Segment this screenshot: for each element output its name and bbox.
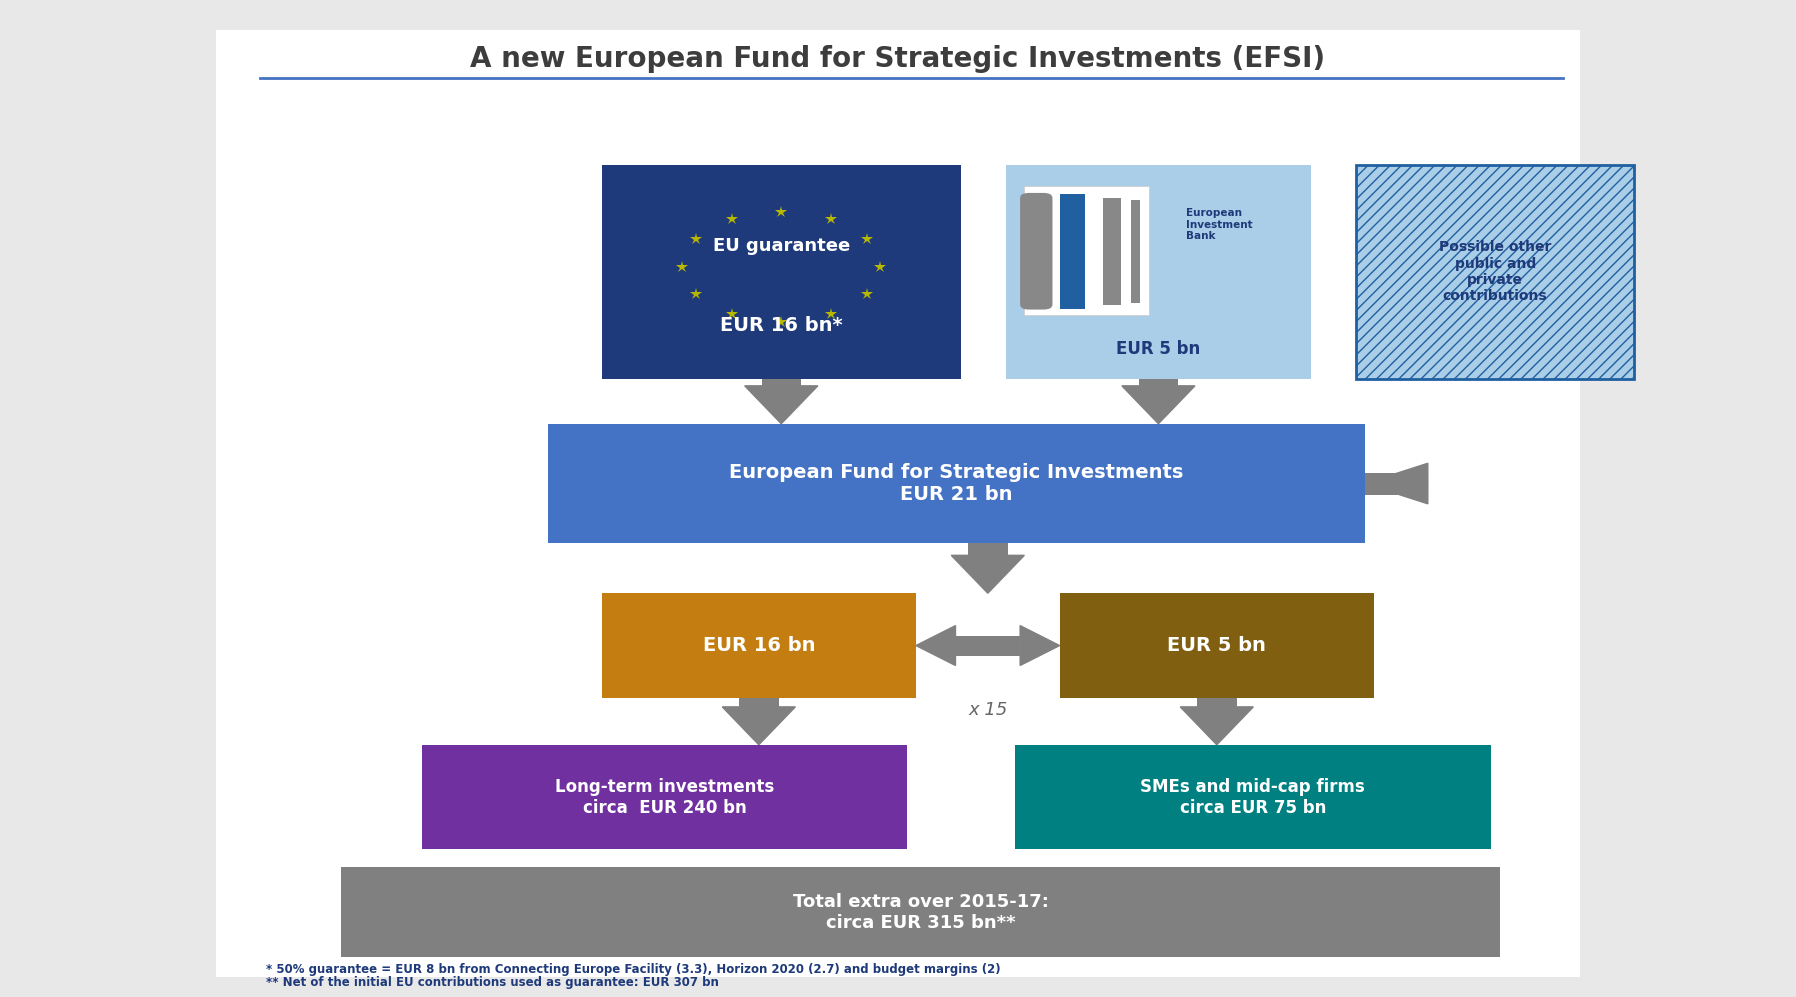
Bar — [1060, 194, 1085, 309]
Polygon shape — [1020, 626, 1060, 666]
Bar — [1015, 745, 1491, 849]
Bar — [602, 165, 961, 379]
Bar — [602, 593, 916, 698]
Text: Long-term investments
circa  EUR 240 bn: Long-term investments circa EUR 240 bn — [555, 778, 774, 817]
Bar — [341, 867, 1500, 957]
Text: EUR 5 bn: EUR 5 bn — [1117, 340, 1200, 358]
Polygon shape — [1365, 464, 1428, 503]
Bar — [968, 543, 1008, 555]
Text: EUR 5 bn: EUR 5 bn — [1167, 636, 1266, 655]
Text: A new European Fund for Strategic Investments (EFSI): A new European Fund for Strategic Invest… — [471, 45, 1325, 73]
Bar — [1356, 165, 1634, 379]
Polygon shape — [1122, 386, 1194, 424]
FancyBboxPatch shape — [1020, 193, 1052, 310]
Bar — [1356, 473, 1428, 495]
Bar — [422, 745, 907, 849]
Bar — [1060, 593, 1374, 698]
Bar — [762, 379, 801, 386]
Text: EUR 16 bn: EUR 16 bn — [702, 636, 815, 655]
Bar — [1139, 379, 1178, 386]
Polygon shape — [916, 626, 955, 666]
Bar — [955, 636, 1020, 656]
Text: SMEs and mid-cap firms
circa EUR 75 bn: SMEs and mid-cap firms circa EUR 75 bn — [1140, 778, 1365, 817]
Bar — [1196, 698, 1236, 707]
Text: Possible other
public and
private
contributions: Possible other public and private contri… — [1439, 240, 1552, 303]
Polygon shape — [1180, 707, 1254, 745]
Bar — [216, 30, 1580, 977]
Bar — [1131, 200, 1140, 303]
Polygon shape — [745, 386, 817, 424]
Bar — [740, 698, 779, 707]
Text: EU guarantee: EU guarantee — [713, 237, 850, 255]
Text: EUR 16 bn*: EUR 16 bn* — [720, 316, 842, 335]
Bar — [548, 424, 1365, 543]
Polygon shape — [952, 555, 1024, 593]
Text: European Fund for Strategic Investments
EUR 21 bn: European Fund for Strategic Investments … — [729, 463, 1184, 504]
Text: x 15: x 15 — [968, 701, 1008, 720]
Bar — [1006, 165, 1311, 379]
Text: ** Net of the initial EU contributions used as guarantee: EUR 307 bn: ** Net of the initial EU contributions u… — [266, 975, 718, 989]
Bar — [1103, 198, 1121, 305]
Polygon shape — [722, 707, 796, 745]
Bar — [1024, 185, 1149, 315]
Text: * 50% guarantee = EUR 8 bn from Connecting Europe Facility (3.3), Horizon 2020 (: * 50% guarantee = EUR 8 bn from Connecti… — [266, 962, 1000, 976]
Text: European
Investment
Bank: European Investment Bank — [1185, 208, 1254, 241]
Text: Total extra over 2015-17:
circa EUR 315 bn**: Total extra over 2015-17: circa EUR 315 … — [792, 893, 1049, 931]
